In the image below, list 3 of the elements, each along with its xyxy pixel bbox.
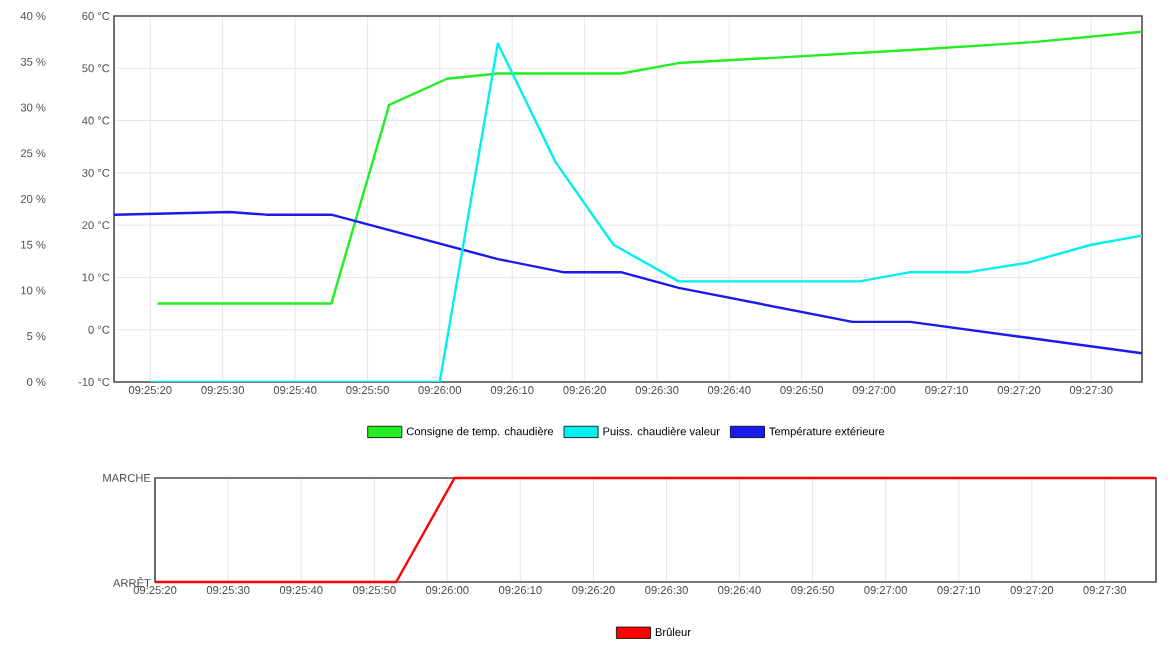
line-series	[156, 30, 1144, 305]
line-series	[149, 42, 1142, 382]
line-series	[112, 210, 1144, 355]
